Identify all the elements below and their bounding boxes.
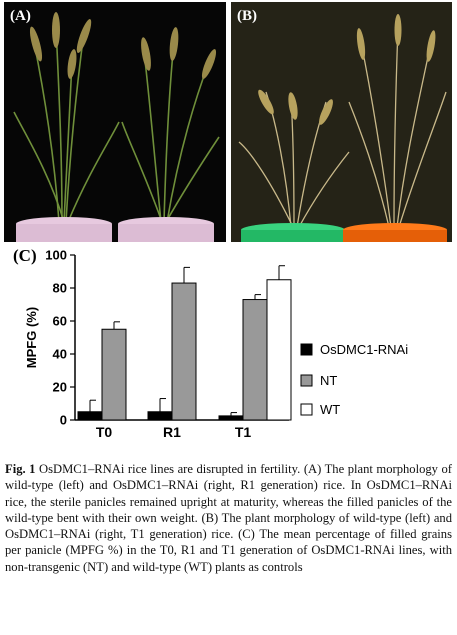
bar-t1-osdmc1-rnai — [218, 415, 244, 421]
rice-plants-illustration-b — [231, 2, 452, 242]
caption-text-a: The plant morphology of wild-type (left)… — [5, 462, 452, 525]
y-tick-label: 0 — [60, 413, 67, 428]
chart-panel-c: (C) 0 20 40 60 80 100 MPFG (%) T0 R1 T1 OsDMC1-RNAi… — [0, 243, 457, 448]
caption-ref-b: (B) — [201, 510, 219, 525]
mpfg-bar-chart: (C) 0 20 40 60 80 100 MPFG (%) T0 R1 T1 OsDMC1-RNAi… — [13, 246, 408, 440]
caption-ref-c: (C) — [238, 527, 255, 542]
y-tick-label: 40 — [53, 347, 67, 362]
x-tick-label-t0: T0 — [96, 424, 113, 440]
figure-label: Fig. 1 — [5, 462, 36, 476]
y-tick-label: 100 — [45, 248, 67, 263]
panel-label-b: (B) — [237, 8, 257, 24]
bar-r1-osdmc1-rnai — [147, 411, 173, 421]
y-tick-label: 20 — [53, 380, 67, 395]
rice-plants-illustration-a — [4, 2, 226, 242]
y-tick-label: 80 — [53, 281, 67, 296]
x-tick-label-t1: T1 — [235, 424, 252, 440]
panel-label-c: (C) — [13, 246, 37, 265]
legend-swatch-wt — [300, 403, 313, 416]
panel-label-a: (A) — [10, 8, 31, 24]
legend-swatch-nt — [300, 374, 313, 387]
caption-ref-a: (A) — [303, 462, 322, 476]
bar-t0-osdmc1-rnai — [77, 411, 103, 421]
caption-text-c: The mean percentage of filled grains per… — [5, 527, 452, 574]
bar-t1-nt — [242, 299, 268, 421]
bar-r1-nt — [171, 282, 197, 421]
caption-text-b: The plant morphology of wild-type (left)… — [5, 510, 452, 542]
legend-label-nt: NT — [320, 373, 337, 388]
legend-label-wt: WT — [320, 402, 340, 417]
bar-t1-wt — [266, 279, 292, 421]
photo-panel-a: (A) — [4, 2, 226, 242]
figure-caption: Fig. 1 OsDMC1–RNAi rice lines are disrup… — [5, 461, 452, 575]
caption-text-intro: OsDMC1–RNAi rice lines are disrupted in … — [35, 462, 304, 476]
y-axis-label: MPFG (%) — [24, 307, 39, 368]
bar-t0-nt — [101, 328, 127, 421]
legend-swatch-osdmc1-rnai — [300, 343, 313, 356]
legend-label-osdmc1-rnai: OsDMC1-RNAi — [320, 342, 408, 357]
x-tick-label-r1: R1 — [163, 424, 181, 440]
y-tick-label: 60 — [53, 314, 67, 329]
photo-panel-b: (B) — [231, 2, 452, 242]
